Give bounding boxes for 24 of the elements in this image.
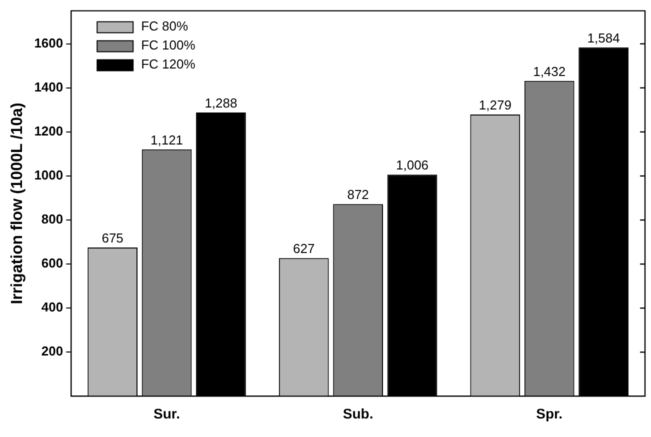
y-axis-title: Irrigation flow (1000L /10a) [9,102,26,304]
y-tick-label: 1200 [34,124,64,139]
data-label: 1,432 [533,64,566,79]
y-tick-label: 800 [41,212,64,227]
data-label: 1,584 [587,30,620,46]
y-tick-label: 1400 [34,79,64,94]
x-tick-label: Spr. [536,405,563,422]
y-tick-label: 200 [41,344,64,359]
data-label: 872 [347,187,369,202]
legend-label: FC 100% [141,37,196,52]
data-label: 1,006 [396,158,429,173]
data-label: 1,288 [204,96,238,111]
data-label: 627 [293,241,315,256]
y-tick-label: 600 [41,256,64,271]
y-tick-label: 400 [41,300,64,315]
legend-label: FC 80% [141,18,189,34]
legend-label: FC 120% [141,56,196,72]
y-tick-label: 1600 [34,35,64,50]
y-tick-label: 1000 [34,168,64,183]
data-label: 1,121 [150,132,184,148]
x-tick-label: Sub. [342,405,374,422]
data-label: 1,279 [478,98,512,113]
x-tick-label: Sur. [154,405,180,422]
data-label: 675 [102,230,124,246]
